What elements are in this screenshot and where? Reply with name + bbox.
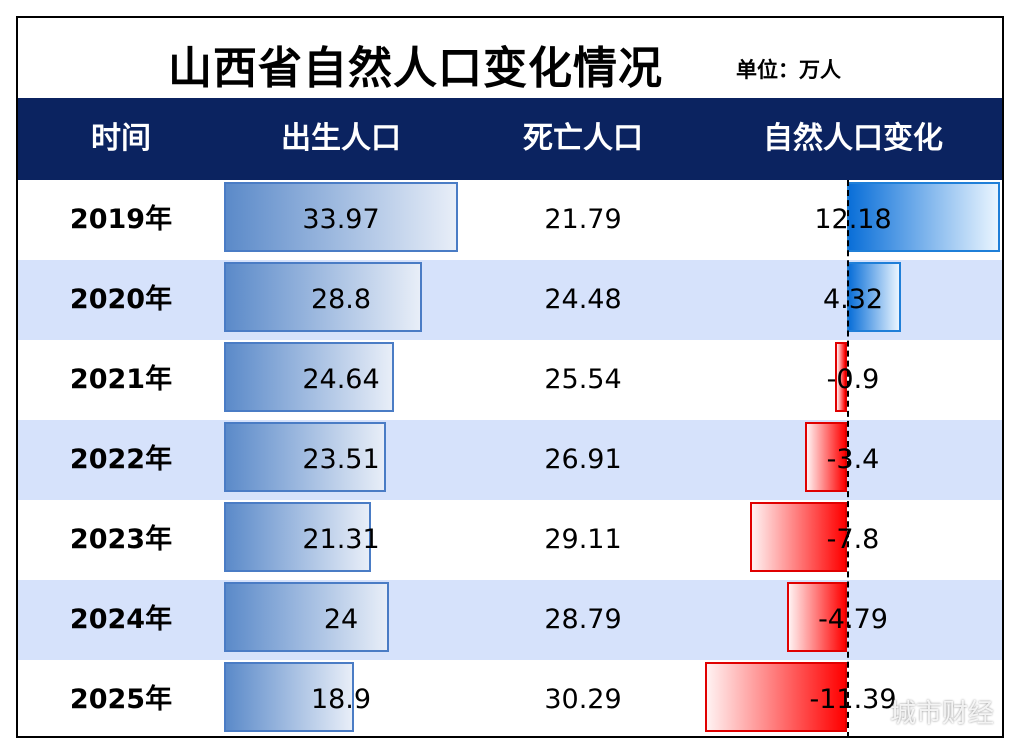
natural-change-bar — [847, 262, 901, 332]
header-births: 出生人口 — [281, 121, 401, 156]
header-time: 时间 — [91, 121, 151, 156]
table-row: 2024年 24 28.79 -4.79 — [18, 580, 1002, 660]
births-value: 18.9 — [310, 684, 372, 715]
year-cell: 2024年 — [69, 604, 173, 635]
deaths-value: 26.91 — [544, 444, 622, 475]
deaths-value: 24.48 — [544, 284, 622, 315]
year-cell: 2020年 — [69, 284, 173, 315]
births-value: 28.8 — [310, 284, 372, 315]
natural-change-value: -7.8 — [826, 524, 880, 555]
natural-change-bar — [705, 662, 847, 732]
unit-label: 单位：万人 — [736, 58, 841, 82]
births-value: 24 — [323, 604, 359, 635]
births-bar — [224, 342, 394, 412]
births-value: 33.97 — [302, 204, 380, 235]
table-row: 2019年 33.97 21.79 12.18 — [18, 180, 1002, 260]
births-bar — [224, 502, 371, 572]
year-cell: 2021年 — [69, 364, 173, 395]
deaths-value: 30.29 — [544, 684, 622, 715]
table-row: 2022年 23.51 26.91 -3.4 — [18, 420, 1002, 500]
chart-title: 山西省自然人口变化情况 — [168, 43, 663, 94]
header-deaths: 死亡人口 — [523, 121, 643, 156]
natural-change-bar — [805, 422, 847, 492]
births-bar — [224, 182, 458, 252]
births-bar — [224, 422, 386, 492]
natural-change-value: -0.9 — [826, 364, 880, 395]
natural-change-value: 4.32 — [822, 284, 884, 315]
table-row: 2025年 18.9 30.29 -11.39 — [18, 660, 1002, 736]
natural-change-value: -11.39 — [809, 684, 897, 715]
table-body: 2019年 33.97 21.79 12.18 2020年 28.8 24.48 4.32 20… — [18, 180, 1002, 736]
year-cell: 2025年 — [69, 684, 173, 715]
year-cell: 2023年 — [69, 524, 173, 555]
births-value: 23.51 — [302, 444, 380, 475]
table-row: 2021年 24.64 25.54 -0.9 — [18, 340, 1002, 420]
table-frame: 山西省自然人口变化情况 单位：万人 时间 出生人口 死亡人口 自然人口变化 20… — [16, 16, 1004, 738]
natural-change-bar — [787, 582, 847, 652]
natural-change-value: 12.18 — [814, 204, 892, 235]
births-value: 21.31 — [302, 524, 380, 555]
births-bar — [224, 582, 389, 652]
deaths-value: 28.79 — [544, 604, 622, 635]
year-cell: 2022年 — [69, 444, 173, 475]
table-header: 时间 出生人口 死亡人口 自然人口变化 — [18, 98, 1002, 180]
deaths-value: 25.54 — [544, 364, 622, 395]
header-natural-change: 自然人口变化 — [763, 121, 943, 156]
natural-change-bar — [835, 342, 847, 412]
year-cell: 2019年 — [69, 204, 173, 235]
natural-change-value: -4.79 — [818, 604, 888, 635]
zero-axis-line — [847, 180, 849, 736]
title-row: 山西省自然人口变化情况 单位：万人 — [18, 18, 1002, 98]
natural-change-value: -3.4 — [826, 444, 880, 475]
table-row: 2023年 21.31 29.11 -7.8 — [18, 500, 1002, 580]
table-row: 2020年 28.8 24.48 4.32 — [18, 260, 1002, 340]
watermark: 城市财经 — [889, 699, 994, 729]
births-bar — [224, 262, 422, 332]
births-value: 24.64 — [302, 364, 380, 395]
natural-change-bar — [750, 502, 847, 572]
natural-change-bar — [847, 182, 1000, 252]
births-bar — [224, 662, 354, 732]
deaths-value: 21.79 — [544, 204, 622, 235]
deaths-value: 29.11 — [544, 524, 622, 555]
